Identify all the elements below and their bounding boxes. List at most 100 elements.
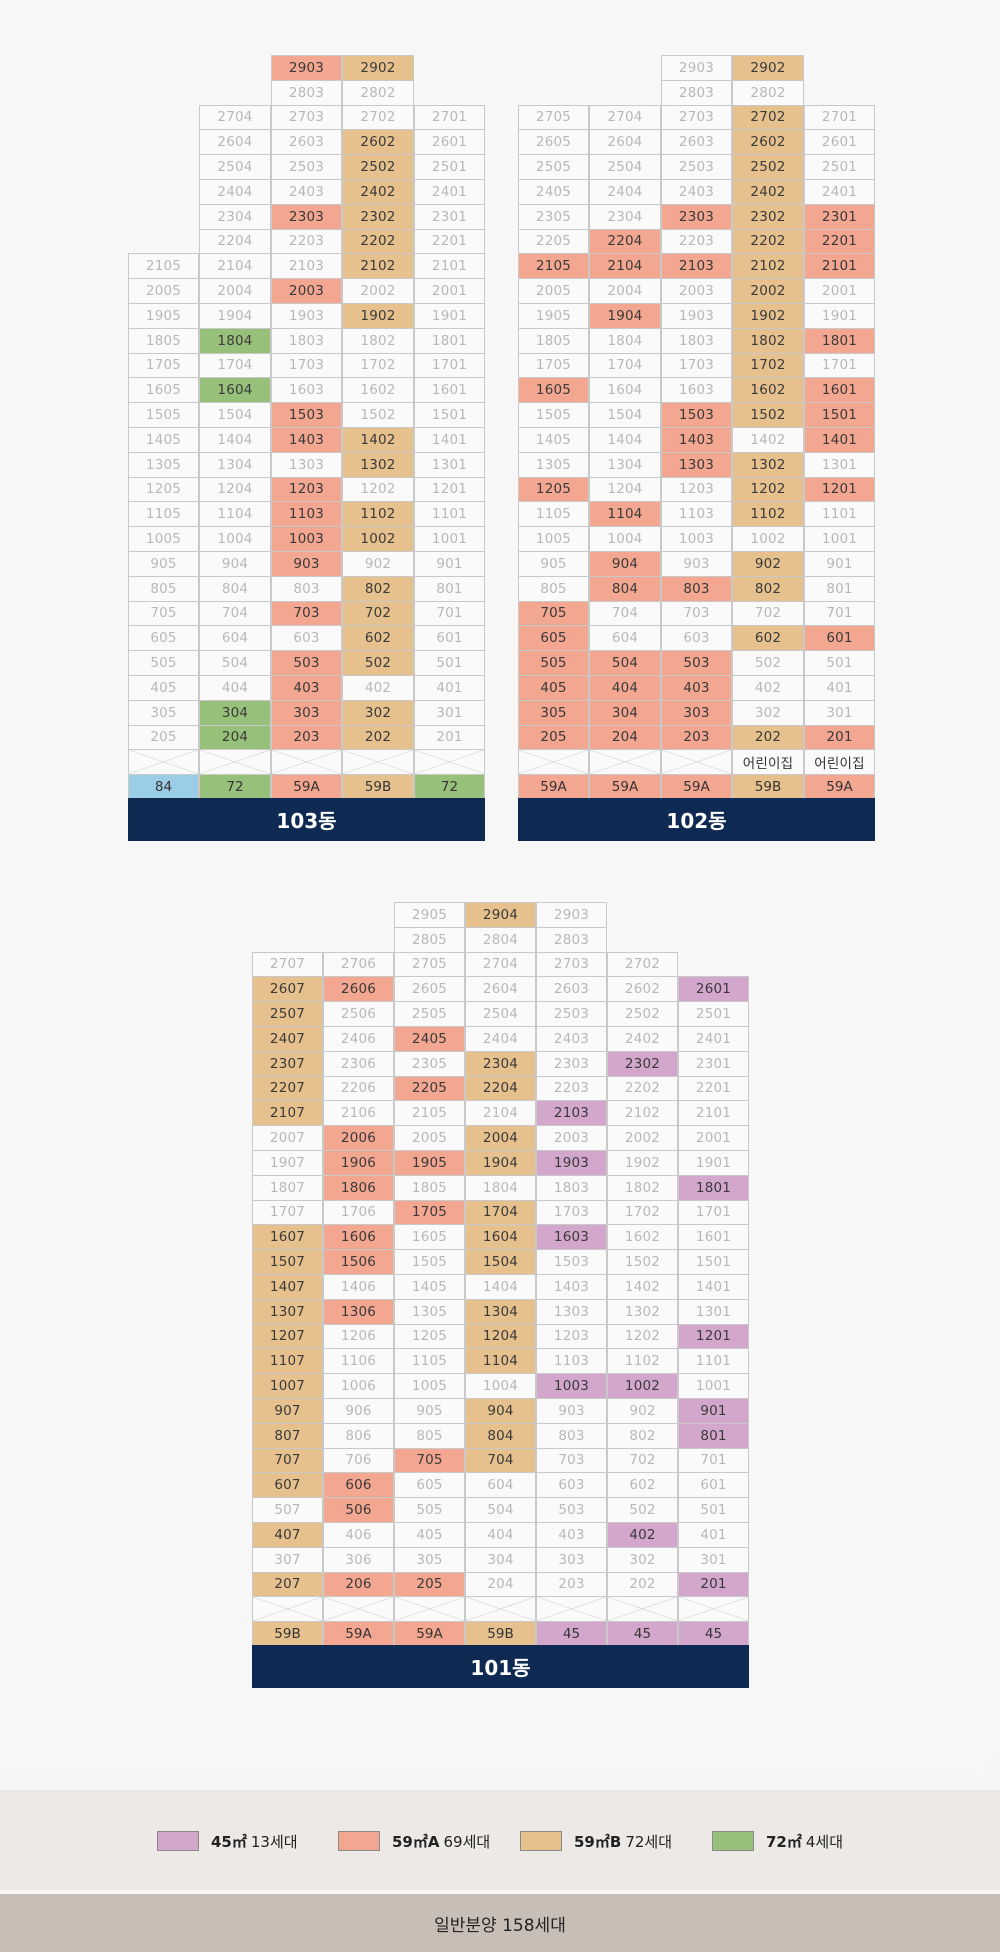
unit-cell: 505 — [394, 1497, 465, 1523]
unit-cell: 1902 — [342, 303, 414, 329]
unit-cell: 805 — [128, 575, 199, 602]
piloti-cell — [199, 749, 271, 776]
unit-cell: 2603 — [271, 129, 342, 156]
unit-cell: 2902 — [732, 55, 804, 81]
unit-cell: 304 — [465, 1546, 536, 1573]
unit-cell: 1603 — [661, 377, 732, 404]
unit-cell: 302 — [342, 699, 414, 726]
unit-cell: 305 — [128, 699, 199, 726]
unit-cell: 1601 — [678, 1224, 749, 1251]
unit-cell: 1307 — [252, 1298, 323, 1325]
unit-cell: 205 — [128, 724, 199, 751]
unit-cell: 1706 — [323, 1199, 394, 1226]
unit-cell: 203 — [536, 1571, 607, 1598]
unit-cell: 1207 — [252, 1323, 323, 1350]
unit-cell: 1205 — [518, 476, 589, 503]
unit-cell: 2402 — [607, 1026, 678, 1052]
unit-cell: 2404 — [199, 179, 271, 205]
unit-cell: 2001 — [414, 278, 485, 304]
unit-cell: 1304 — [199, 451, 271, 478]
unit-cell: 2702 — [732, 104, 804, 131]
unit-cell: 1501 — [804, 402, 875, 428]
unit-cell: 603 — [536, 1472, 607, 1499]
unit-cell: 1201 — [804, 476, 875, 503]
unit-cell: 201 — [804, 724, 875, 751]
unit-cell: 2606 — [323, 976, 394, 1003]
unit-cell: 1201 — [414, 476, 485, 503]
unit-cell: 1904 — [465, 1150, 536, 1176]
unit-cell: 1002 — [732, 526, 804, 552]
unit-cell: 1604 — [465, 1224, 536, 1251]
unit-cell: 1005 — [128, 526, 199, 552]
footer-total: 일반분양 158세대 — [0, 1894, 1000, 1952]
unit-cell: 2704 — [465, 951, 536, 978]
unit-cell: 1001 — [414, 526, 485, 552]
unit-cell: 2004 — [199, 278, 271, 304]
unit-cell: 1102 — [732, 501, 804, 528]
type-label: 59A — [804, 774, 875, 800]
type-label: 59B — [465, 1621, 536, 1647]
unit-cell: 1303 — [271, 451, 342, 478]
unit-cell: 1503 — [661, 402, 732, 428]
unit-cell: 1704 — [199, 352, 271, 379]
unit-cell: 1804 — [199, 327, 271, 354]
unit-cell: 607 — [252, 1472, 323, 1499]
unit-cell: 2102 — [342, 253, 414, 280]
unit-cell: 2001 — [804, 278, 875, 304]
unit-cell: 705 — [128, 600, 199, 627]
unit-cell: 2101 — [804, 253, 875, 280]
unit-cell: 401 — [804, 675, 875, 701]
unit-cell: 2202 — [342, 228, 414, 255]
unit-cell: 1306 — [323, 1298, 394, 1325]
unit-cell: 2204 — [589, 228, 661, 255]
unit-cell: 405 — [394, 1522, 465, 1548]
unit-cell: 704 — [199, 600, 271, 627]
unit-cell: 2203 — [271, 228, 342, 255]
unit-cell: 1901 — [678, 1150, 749, 1176]
unit-cell: 2003 — [536, 1125, 607, 1151]
unit-cell: 1404 — [589, 427, 661, 453]
unit-cell: 904 — [465, 1398, 536, 1424]
unit-cell: 702 — [732, 600, 804, 627]
unit-cell: 803 — [661, 575, 732, 602]
unit-cell: 2302 — [607, 1050, 678, 1077]
unit-cell: 605 — [518, 625, 589, 652]
unit-cell: 1903 — [661, 303, 732, 329]
legend-swatch-72 — [712, 1831, 754, 1851]
unit-cell: 303 — [271, 699, 342, 726]
unit-cell: 2703 — [661, 104, 732, 131]
unit-cell: 1202 — [342, 476, 414, 503]
unit-cell: 1504 — [465, 1249, 536, 1275]
legend-swatch-45 — [157, 1831, 199, 1851]
unit-cell: 1001 — [678, 1373, 749, 1399]
unit-cell: 2103 — [661, 253, 732, 280]
unit-cell: 1302 — [607, 1298, 678, 1325]
unit-cell: 903 — [271, 551, 342, 577]
unit-cell: 706 — [323, 1447, 394, 1474]
unit-cell: 1206 — [323, 1323, 394, 1350]
unit-cell: 402 — [342, 675, 414, 701]
legend-item-59b: 59㎡B 72세대 — [520, 1830, 672, 1852]
unit-cell: 1904 — [199, 303, 271, 329]
unit-cell: 1103 — [271, 501, 342, 528]
unit-cell: 302 — [732, 699, 804, 726]
unit-cell: 903 — [536, 1398, 607, 1424]
unit-cell: 1405 — [128, 427, 199, 453]
unit-cell: 1902 — [732, 303, 804, 329]
unit-cell: 501 — [414, 650, 485, 676]
unit-cell: 604 — [465, 1472, 536, 1499]
unit-cell: 1101 — [414, 501, 485, 528]
unit-cell: 1203 — [661, 476, 732, 503]
unit-cell: 1906 — [323, 1150, 394, 1176]
unit-cell: 1104 — [465, 1348, 536, 1375]
unit-cell: 1004 — [199, 526, 271, 552]
unit-cell: 2803 — [271, 79, 342, 106]
unit-cell: 705 — [394, 1447, 465, 1474]
unit-cell: 1501 — [678, 1249, 749, 1275]
unit-cell: 301 — [414, 699, 485, 726]
legend-swatch-59b — [520, 1831, 562, 1851]
unit-cell: 1802 — [342, 327, 414, 354]
unit-cell: 1004 — [589, 526, 661, 552]
unit-cell: 205 — [394, 1571, 465, 1598]
unit-cell: 501 — [678, 1497, 749, 1523]
